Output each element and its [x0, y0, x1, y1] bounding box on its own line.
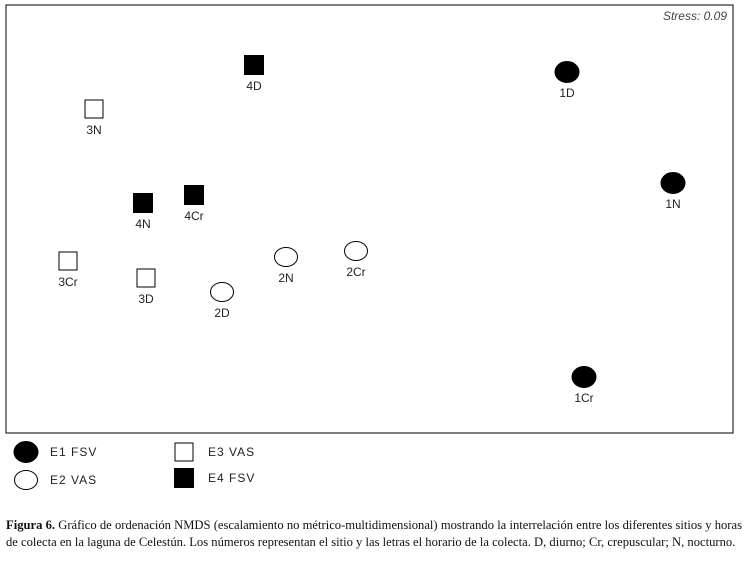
legend: E1 FSV E2 VAS E3 VAS E4 FSV — [13, 441, 255, 490]
legend-marker-e4 — [174, 468, 194, 488]
point-label-3d: 3D — [138, 292, 154, 306]
legend-label-e3: E3 VAS — [208, 445, 255, 459]
plot-frame — [5, 4, 734, 434]
point-1d — [554, 61, 580, 83]
point-3cr — [58, 251, 78, 271]
point-label-2d: 2D — [214, 306, 230, 320]
point-label-4cr: 4Cr — [184, 209, 203, 223]
points-layer: 1D 1N 1Cr 2N 2Cr 2D 3N 3Cr 3D 4D 4N 4Cr — [58, 55, 686, 405]
point-label-2n: 2N — [278, 271, 293, 285]
point-2d — [210, 282, 234, 302]
legend-label-e1: E1 FSV — [50, 445, 97, 459]
stress-annotation: Stress: 0.09 — [663, 9, 727, 23]
point-label-1cr: 1Cr — [574, 391, 593, 405]
point-4n — [133, 193, 153, 213]
point-4d — [244, 55, 264, 75]
point-label-2cr: 2Cr — [346, 265, 365, 279]
legend-label-e4: E4 FSV — [208, 471, 255, 485]
point-2cr — [344, 241, 368, 261]
point-label-3cr: 3Cr — [58, 275, 77, 289]
caption-text: Gráfico de ordenación NMDS (escalamiento… — [6, 518, 742, 549]
point-label-1d: 1D — [559, 86, 575, 100]
point-label-1n: 1N — [665, 197, 680, 211]
point-3d — [136, 268, 156, 288]
point-1n — [660, 172, 686, 194]
legend-marker-e3 — [174, 442, 194, 462]
legend-marker-e1 — [13, 441, 39, 463]
point-label-3n: 3N — [86, 123, 101, 137]
figure-label: Figura 6. — [6, 518, 56, 532]
legend-label-e2: E2 VAS — [50, 473, 97, 487]
figure-caption: Figura 6. Gráfico de ordenación NMDS (es… — [6, 517, 742, 550]
point-4cr — [184, 185, 204, 205]
point-label-4n: 4N — [135, 217, 150, 231]
point-3n — [84, 99, 104, 119]
point-label-4d: 4D — [246, 79, 262, 93]
point-2n — [274, 247, 298, 267]
legend-marker-e2 — [14, 470, 38, 490]
point-1cr — [571, 366, 597, 388]
